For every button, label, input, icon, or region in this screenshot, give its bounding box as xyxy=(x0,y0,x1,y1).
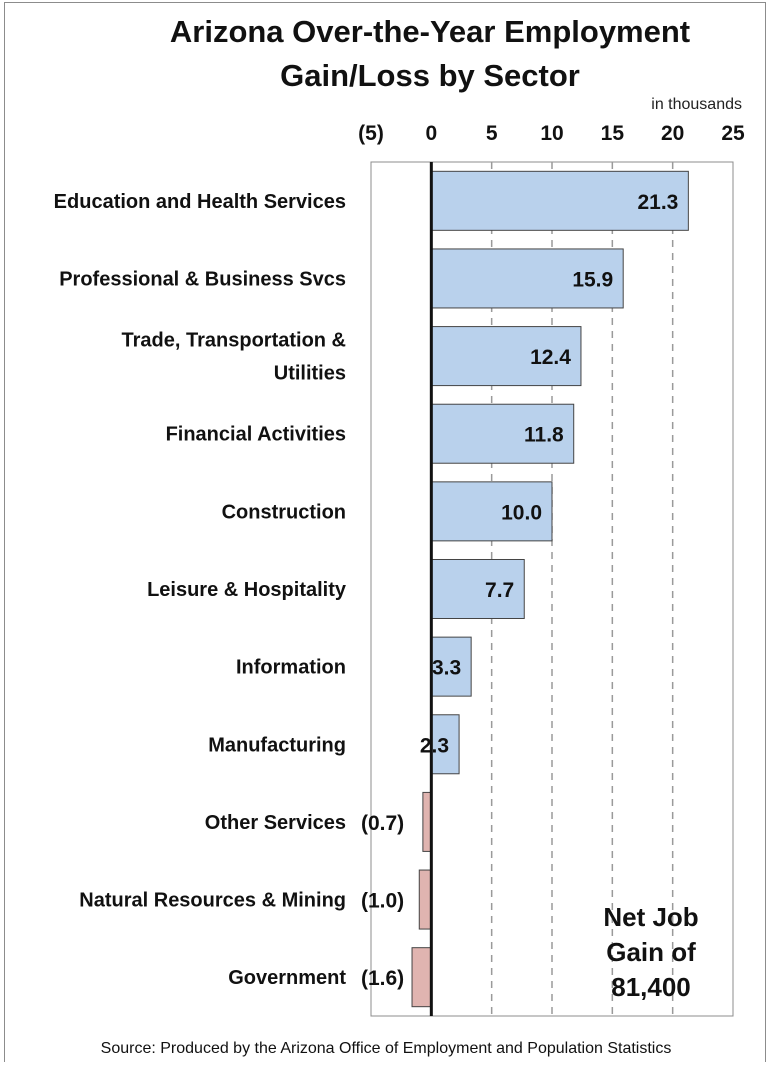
data-label: (1.6) xyxy=(361,967,404,990)
category-label: Government xyxy=(228,967,346,989)
chart-title-line-2: Gain/Loss by Sector xyxy=(280,58,580,93)
x-tick-label: 25 xyxy=(721,122,745,145)
category-label: Construction xyxy=(222,501,346,523)
data-label: 7.7 xyxy=(485,579,514,602)
category-label: Trade, Transportation & xyxy=(122,330,346,352)
bar xyxy=(430,558,525,620)
x-tick-label: (5) xyxy=(358,122,384,145)
data-label: 21.3 xyxy=(637,191,678,214)
bar xyxy=(430,481,553,542)
bar xyxy=(430,326,582,387)
unit-label: in thousands xyxy=(651,96,742,113)
x-tick-label: 15 xyxy=(601,122,625,145)
net-gain-annotation: 81,400 xyxy=(611,972,691,1002)
category-label: Education and Health Services xyxy=(54,191,346,213)
data-label: 10.0 xyxy=(501,501,542,524)
x-tick-label: 20 xyxy=(661,122,684,145)
data-label: (0.7) xyxy=(361,812,404,835)
x-tick-label: 5 xyxy=(486,122,498,145)
category-label: Information xyxy=(236,657,346,679)
bar xyxy=(411,947,432,1008)
x-tick-label: 0 xyxy=(425,122,437,145)
net-gain-annotation: Net Job xyxy=(603,902,698,932)
category-label: Natural Resources & Mining xyxy=(79,890,346,912)
data-label: 15.9 xyxy=(572,268,613,291)
data-label: 2.3 xyxy=(420,734,449,757)
data-label: (1.0) xyxy=(361,890,404,913)
category-label: Other Services xyxy=(205,812,346,834)
chart-title-line-1: Arizona Over-the-Year Employment xyxy=(169,14,691,49)
data-label: 3.3 xyxy=(432,657,461,680)
category-label: Manufacturing xyxy=(208,734,346,756)
x-tick-label: 10 xyxy=(540,122,563,145)
net-gain-annotation: Gain of xyxy=(606,937,696,967)
bar xyxy=(430,636,472,697)
source-note: Source: Produced by the Arizona Office o… xyxy=(100,1040,672,1057)
bar xyxy=(430,248,624,309)
data-label: 11.8 xyxy=(524,424,564,447)
category-label: Leisure & Hospitality xyxy=(147,579,347,601)
bottom-clip xyxy=(0,1062,772,1068)
data-label: 12.4 xyxy=(530,346,571,369)
category-label: Financial Activities xyxy=(166,424,346,446)
bar xyxy=(418,869,432,930)
bar xyxy=(430,714,460,775)
bar xyxy=(430,403,575,464)
category-label: Professional & Business Svcs xyxy=(59,268,346,290)
category-label: Utilities xyxy=(274,363,346,385)
